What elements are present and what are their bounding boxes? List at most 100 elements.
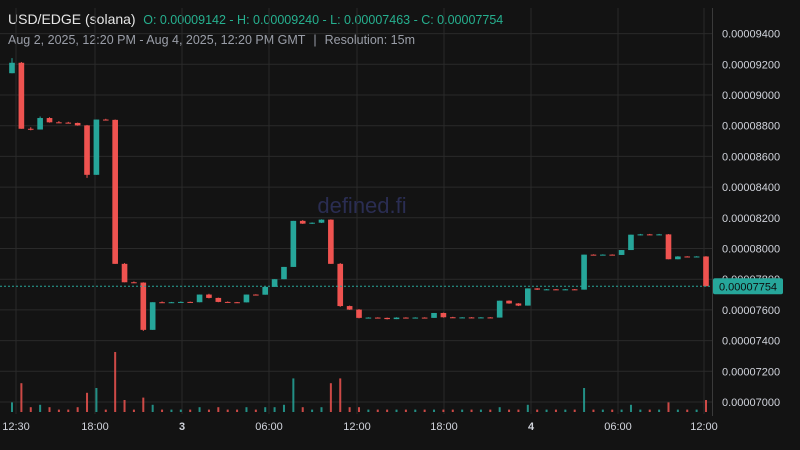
candle-body [412, 317, 419, 319]
candle-body [224, 301, 231, 303]
y-tick-label: 0.00007200 [722, 366, 780, 378]
candle-body [234, 302, 240, 304]
volume-bar [583, 388, 586, 412]
candle-body [365, 317, 372, 319]
volume-bar [611, 409, 614, 412]
volume-bar [114, 352, 117, 412]
candle-body [403, 317, 409, 319]
candle-body [121, 263, 128, 283]
time-axis[interactable]: 12:30 18:00 3 06:00 12:00 18:00 4 06:00 12:00 [2, 421, 718, 433]
candle-body [46, 118, 53, 123]
candle-body [693, 256, 700, 258]
volume-bar [142, 397, 145, 412]
y-tick-label: 0.00008800 [722, 121, 780, 133]
candle-body [112, 119, 118, 264]
x-tick-label: 18:00 [81, 421, 109, 433]
candle-body [281, 266, 287, 280]
volume-bar [170, 409, 173, 412]
candle-body [393, 317, 400, 320]
volume-bar [620, 409, 623, 412]
x-tick-label: 06:00 [604, 421, 632, 433]
candle-body [318, 219, 325, 223]
chart-header: USD/EDGE (solana) O: 0.00009142 - H: 0.0… [8, 11, 503, 27]
volume-bar [179, 409, 182, 412]
y-tick-label: 0.00008200 [722, 213, 780, 225]
volume-bar [245, 407, 248, 412]
volume-bar [479, 409, 482, 412]
volume-bar [236, 409, 239, 412]
candle-body [703, 256, 709, 287]
candle-body [206, 294, 212, 298]
candle-body [177, 301, 184, 303]
volume-bar [358, 407, 360, 412]
volume-bar [433, 409, 436, 412]
candle-body [243, 294, 250, 303]
candle-body [506, 300, 512, 304]
volume-bar [705, 400, 707, 412]
resolution-label: Resolution: 15m [324, 33, 415, 47]
volume-bar [517, 409, 520, 412]
candle-body [187, 301, 194, 303]
volume-bar [461, 409, 464, 412]
candle-body [656, 234, 662, 236]
candle-body [646, 234, 653, 236]
candle-body [515, 303, 522, 306]
price-axis[interactable]: 0.00007000 0.00007200 0.00007400 0.00007600… [722, 29, 780, 409]
volume-bar [132, 409, 135, 412]
chart-subheader: Aug 2, 2025, 12:20 PM - Aug 4, 2025, 12:… [8, 33, 415, 47]
candle-body [600, 254, 606, 256]
candle-body [93, 119, 100, 175]
volume-bar [508, 409, 511, 412]
candle-body [468, 317, 475, 319]
x-tick-label: 12:00 [343, 421, 371, 433]
volume-bar [348, 407, 351, 412]
volume-bar [554, 409, 557, 412]
volume-bar [207, 409, 210, 412]
candle-body [534, 288, 541, 290]
candle-body [102, 119, 109, 121]
volume-bar [151, 404, 154, 412]
ohlc-readout: O: 0.00009142 - H: 0.00009240 - L: 0.000… [143, 13, 504, 27]
candle-body [37, 118, 43, 130]
volume-bar [601, 409, 604, 412]
volume-bar [686, 409, 689, 412]
volume-bar [198, 407, 201, 412]
volume-bar [320, 407, 323, 412]
candle-body [684, 256, 691, 258]
volume-bar [76, 407, 79, 412]
candle-body [553, 289, 559, 291]
volume-bar [676, 409, 679, 412]
volume-bar [11, 402, 13, 412]
candle-body [328, 219, 334, 264]
volume-bar [629, 404, 632, 412]
volume-bar [639, 409, 642, 412]
y-tick-label: 0.00009000 [722, 90, 780, 102]
candle-body [384, 317, 390, 320]
candle-body [421, 317, 428, 319]
candle-body [84, 125, 90, 175]
candle-body [196, 294, 203, 303]
volume-bar [695, 409, 698, 412]
volume-bar [86, 392, 89, 412]
grid-lines [0, 8, 712, 414]
volume-bar [29, 407, 32, 412]
candle-body [449, 317, 456, 319]
candle-body [571, 289, 578, 291]
candle-body [440, 312, 447, 318]
candle-body [675, 256, 681, 260]
volume-bar [545, 409, 548, 412]
x-tick-label: 06:00 [255, 421, 283, 433]
y-tick-label: 0.00007000 [722, 397, 780, 409]
candle-body [543, 289, 550, 291]
candle-body [665, 234, 672, 260]
candle-body [65, 122, 72, 124]
candle-body [431, 312, 437, 318]
candle-body [581, 254, 587, 290]
volume-bar [404, 409, 407, 412]
volume-bar [282, 404, 285, 412]
candle-body [524, 288, 531, 306]
candle-body [309, 222, 315, 224]
x-tick-label: 4 [528, 421, 535, 433]
volume-bar [489, 409, 492, 412]
